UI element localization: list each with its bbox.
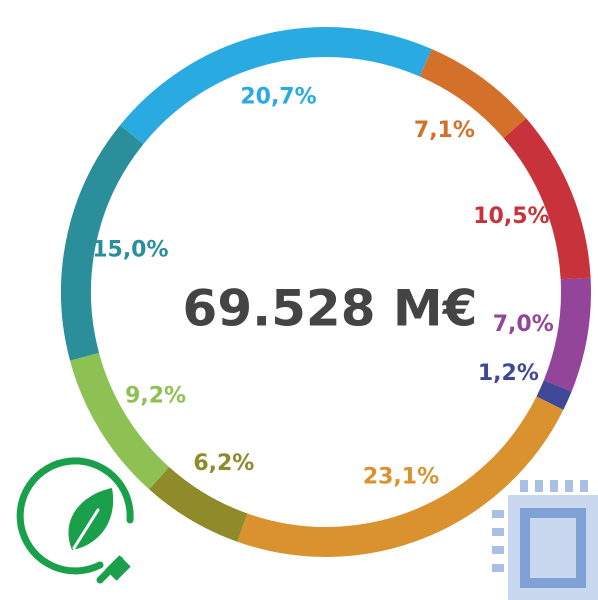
donut-ring [61, 27, 591, 557]
donut-segment [536, 380, 572, 410]
value-label: 1,2% [478, 361, 539, 386]
center-label: 69.528 M€ [183, 280, 478, 338]
value-label: 7,0% [493, 312, 554, 337]
value-label: 7,1% [414, 118, 475, 143]
value-label: 6,2% [193, 451, 254, 476]
value-label: 20,7% [240, 85, 316, 110]
value-label: 10,5% [473, 204, 549, 229]
donut-segment [70, 352, 170, 490]
donut-segment [503, 118, 591, 280]
donut-segment [237, 396, 564, 557]
donut-segment [120, 27, 432, 145]
value-label: 23,1% [363, 464, 439, 489]
value-label: 15,0% [92, 237, 168, 262]
donut-segment [543, 277, 591, 392]
eco-plug-icon [16, 457, 134, 584]
donut-segment [61, 125, 144, 361]
donut-segment [419, 49, 527, 139]
donut-segment [149, 466, 248, 542]
value-label: 9,2% [125, 384, 186, 409]
value-labels: 20,7% 7,1% 10,5% 7,0% 1,2% 23,1% 6,2% 9,2% 15,0% [92, 85, 554, 490]
chip-icon [492, 480, 598, 600]
